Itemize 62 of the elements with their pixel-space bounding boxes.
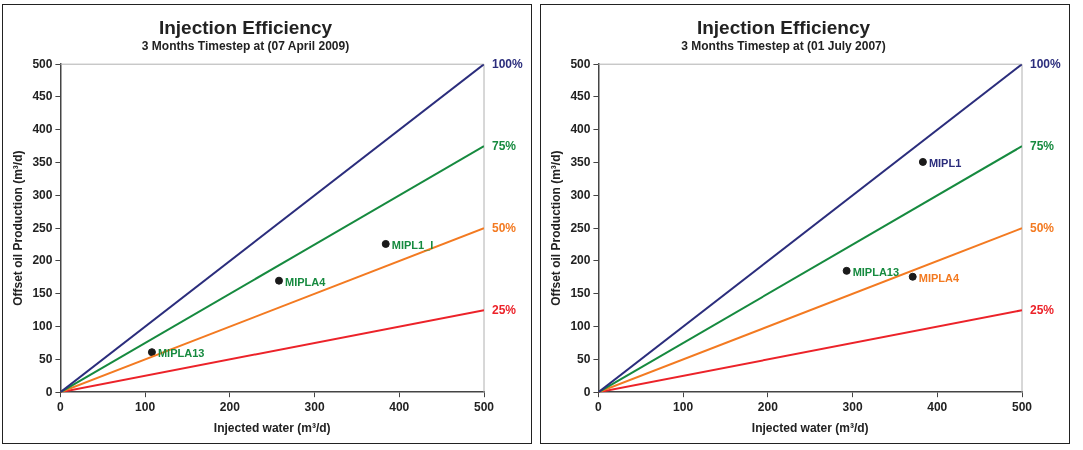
y-tick-label: 300 xyxy=(570,187,591,202)
x-axis-title: Injected water (m³/d) xyxy=(751,421,869,436)
y-tick-label: 0 xyxy=(583,384,591,399)
y-tick-label: 400 xyxy=(32,122,53,137)
series-label: MIPLA4 xyxy=(918,271,960,284)
x-tick-label: 200 xyxy=(757,399,779,414)
series-label: MIPLA13 xyxy=(157,347,205,360)
chart-subtitle: 3 Months Timestep at (01 July 2007) xyxy=(681,39,886,54)
y-tick-label: 150 xyxy=(570,286,591,301)
y-tick-label: 250 xyxy=(32,220,53,235)
y-tick-label: 300 xyxy=(32,187,53,202)
series-label: 75% xyxy=(492,138,517,153)
chart-title: Injection Efficiency xyxy=(696,16,871,38)
series-label: 100% xyxy=(1030,56,1062,71)
point xyxy=(842,266,851,275)
chart-subtitle: 3 Months Timestep at (07 April 2009) xyxy=(141,39,350,54)
y-tick-label: 400 xyxy=(570,122,591,137)
y-tick-label: 250 xyxy=(570,220,591,235)
x-tick-label: 400 xyxy=(389,399,410,414)
x-tick-label: 100 xyxy=(135,399,156,414)
y-tick-label: 350 xyxy=(32,154,53,169)
y-tick-label: 500 xyxy=(32,56,53,71)
point xyxy=(381,239,390,248)
x-tick-label: 500 xyxy=(1011,399,1033,414)
y-tick-label: 200 xyxy=(570,253,591,268)
y-tick-label: 450 xyxy=(32,89,53,104)
series-label: 25% xyxy=(492,302,517,317)
series-label: 100% xyxy=(492,56,524,71)
point xyxy=(918,157,927,166)
point xyxy=(274,276,283,285)
x-tick-label: 0 xyxy=(595,399,603,414)
y-axis-title: Offset oil Production (m³/d) xyxy=(548,150,563,306)
y-tick-label: 100 xyxy=(32,318,53,333)
y-tick-label: 50 xyxy=(577,351,591,366)
x-tick-label: 0 xyxy=(57,399,65,414)
series-label: 75% xyxy=(1030,138,1055,153)
series-label: MIPL1 xyxy=(928,156,962,169)
y-tick-label: 450 xyxy=(570,89,591,104)
y-tick-label: 200 xyxy=(32,253,53,268)
series-label: 25% xyxy=(1030,302,1055,317)
point xyxy=(147,348,156,357)
x-tick-label: 300 xyxy=(304,399,325,414)
chart-title: Injection Efficiency xyxy=(158,16,333,38)
y-tick-label: 150 xyxy=(32,286,53,301)
y-tick-label: 100 xyxy=(570,318,591,333)
y-tick-label: 50 xyxy=(39,351,53,366)
y-tick-label: 350 xyxy=(570,154,591,169)
x-tick-label: 500 xyxy=(473,399,495,414)
series-label: 50% xyxy=(1030,220,1055,235)
x-tick-label: 200 xyxy=(219,399,241,414)
point xyxy=(908,272,917,281)
series-label: 50% xyxy=(492,220,517,235)
series-label: MIPLA4 xyxy=(284,275,327,288)
x-axis-title: Injected water (m³/d) xyxy=(213,421,331,436)
y-axis-title: Offset oil Production (m³/d) xyxy=(10,150,25,306)
x-tick-label: 400 xyxy=(927,399,948,414)
x-tick-label: 100 xyxy=(673,399,694,414)
series-label: MIPL1_I xyxy=(391,238,434,251)
y-tick-label: 0 xyxy=(45,384,53,399)
series-label: MIPLA13 xyxy=(852,265,900,278)
x-tick-label: 300 xyxy=(842,399,863,414)
y-tick-label: 500 xyxy=(570,56,591,71)
